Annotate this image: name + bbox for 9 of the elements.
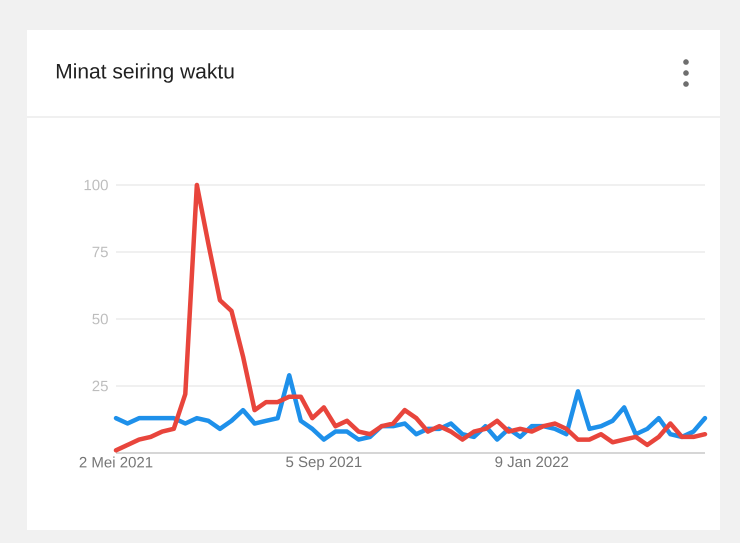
chart-title: Minat seiring waktu bbox=[56, 63, 234, 83]
y-tick-label: 100 bbox=[84, 180, 108, 190]
x-tick-label: 5 Sep 2021 bbox=[286, 456, 362, 470]
line-series bbox=[114, 182, 708, 453]
x-tick-label: 2 Mei 2021 bbox=[80, 456, 152, 468]
y-tick-label: 50 bbox=[92, 314, 108, 324]
y-tick-label: 25 bbox=[92, 380, 108, 392]
y-tick-label: 75 bbox=[92, 246, 108, 258]
x-tick-label: 9 Jan 2022 bbox=[495, 456, 568, 468]
